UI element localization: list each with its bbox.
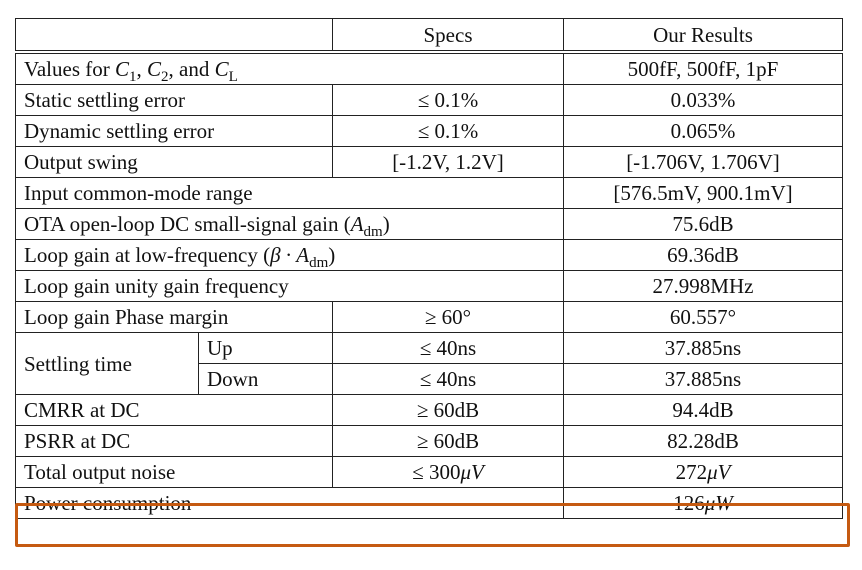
row: Loop gain Phase margin ≥ 60° 60.557°	[15, 301, 843, 333]
text: ,	[136, 57, 147, 81]
row: Down ≤ 40ns 37.885ns	[16, 363, 843, 395]
math: μV	[707, 460, 731, 484]
cell: 500fF, 500fF, 1pF	[563, 51, 843, 85]
math: C	[114, 57, 129, 81]
cell: Loop gain Phase margin	[15, 301, 333, 333]
math: C	[147, 57, 162, 81]
cell: OTA open-loop DC small-signal gain (Adm)	[15, 208, 564, 241]
cell: ≥ 60°	[332, 301, 564, 333]
text: Values for	[24, 57, 115, 81]
results-table: Specs Our Results Values for C1, C2, and…	[15, 18, 843, 519]
row: Input common-mode range [576.5mV, 900.1mV…	[15, 177, 843, 209]
text: 272	[675, 460, 708, 484]
header-cell	[15, 18, 333, 54]
table-body: Specs Our Results Values for C1, C2, and…	[15, 18, 843, 519]
cell: ≥ 60dB	[332, 394, 564, 426]
cell: [-1.706V, 1.706V]	[563, 146, 843, 178]
cell: Dynamic settling error	[15, 115, 333, 147]
cell: 69.36dB	[563, 239, 843, 271]
cell: Up	[198, 332, 333, 364]
row: CMRR at DC ≥ 60dB 94.4dB	[15, 394, 843, 426]
cell: 37.885ns	[563, 332, 843, 364]
cell: ≤ 300μV	[332, 456, 564, 488]
subscript: dm	[309, 255, 329, 272]
text: OTA open-loop DC small-signal gain (	[24, 212, 351, 236]
row: Total output noise ≤ 300μV 272μV	[15, 456, 843, 488]
text: )	[382, 212, 390, 236]
cell: Settling time	[15, 332, 199, 395]
cell: Loop gain unity gain frequency	[15, 270, 564, 302]
cell: 82.28dB	[563, 425, 843, 457]
cell: Loop gain at low-frequency (β · Adm)	[15, 239, 564, 272]
row: Dynamic settling error ≤ 0.1% 0.065%	[15, 115, 843, 147]
cell: ≤ 40ns	[332, 363, 564, 395]
cell: Input common-mode range	[15, 177, 564, 209]
row: Loop gain unity gain frequency 27.998MHz	[15, 270, 843, 302]
math: β · A	[270, 243, 310, 267]
cell: 94.4dB	[563, 394, 843, 426]
cell: 0.033%	[563, 84, 843, 116]
row: Loop gain at low-frequency (β · Adm) 69.3…	[15, 239, 843, 272]
row: OTA open-loop DC small-signal gain (Adm)…	[15, 208, 843, 241]
cell: 37.885ns	[563, 363, 843, 395]
row: Values for C1, C2, and CL 500fF, 500fF, 1…	[15, 51, 843, 86]
cell: [-1.2V, 1.2V]	[332, 146, 564, 178]
row: Settling time Up ≤ 40ns 37.885ns	[15, 332, 843, 395]
row: Output swing [-1.2V, 1.2V] [-1.706V, 1.706…	[15, 146, 843, 178]
header-row: Specs Our Results	[15, 18, 843, 54]
text: )	[328, 243, 336, 267]
cell: ≥ 60dB	[332, 425, 564, 457]
cell: 27.998MHz	[563, 270, 843, 302]
cell: Total output noise	[15, 456, 333, 488]
highlight-box	[15, 503, 850, 547]
cell: ≤ 40ns	[332, 332, 564, 364]
math: C	[214, 57, 229, 81]
cell: PSRR at DC	[15, 425, 333, 457]
cell: 272μV	[563, 456, 843, 488]
cell: Static settling error	[15, 84, 333, 116]
header-cell: Specs	[332, 18, 564, 54]
cell: Output swing	[15, 146, 333, 178]
text: Loop gain at low-frequency (	[24, 243, 271, 267]
cell: 0.065%	[563, 115, 843, 147]
text: , and	[168, 57, 215, 81]
subscript: L	[228, 69, 238, 86]
cell: CMRR at DC	[15, 394, 333, 426]
subscript: 1	[129, 69, 137, 86]
math: μV	[460, 460, 484, 484]
subscript: 2	[161, 69, 169, 86]
cell: Down	[198, 363, 333, 395]
header-cell: Our Results	[563, 18, 843, 54]
cell: ≤ 0.1%	[332, 84, 564, 116]
row: PSRR at DC ≥ 60dB 82.28dB	[15, 425, 843, 457]
math: A	[350, 212, 364, 236]
cell: 60.557°	[563, 301, 843, 333]
text: ≤ 300	[412, 460, 461, 484]
subscript: dm	[363, 224, 383, 241]
cell: [576.5mV, 900.1mV]	[563, 177, 843, 209]
cell: Values for C1, C2, and CL	[15, 51, 564, 86]
cell: ≤ 0.1%	[332, 115, 564, 147]
cell: 75.6dB	[563, 208, 843, 240]
row: Static settling error ≤ 0.1% 0.033%	[15, 84, 843, 116]
